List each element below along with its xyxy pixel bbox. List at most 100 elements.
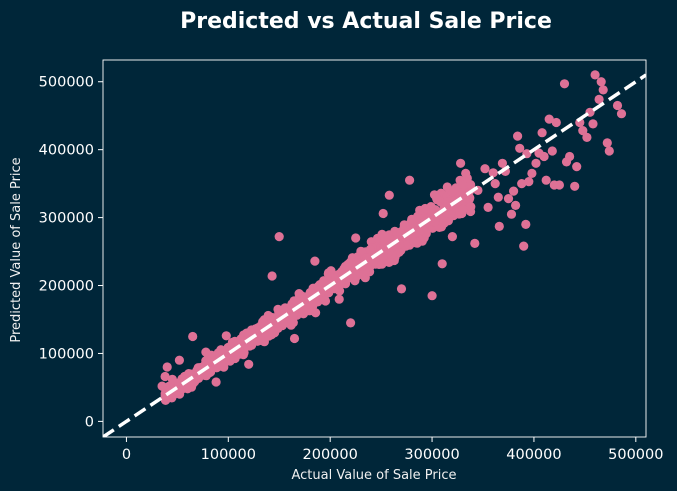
data-point [384,190,394,200]
data-point [365,244,375,255]
data-point [513,131,523,141]
reference-line [103,73,646,437]
data-point [490,179,500,189]
data-point [324,288,334,298]
data-point [531,158,541,168]
x-tick-label: 500000 [608,447,663,463]
y-tick-label: 100000 [39,346,94,362]
data-point [527,168,537,178]
data-point [346,318,356,328]
data-point [582,132,592,142]
data-point [494,221,504,231]
data-point [409,237,419,247]
y-tick-label: 200000 [39,279,94,295]
data-point [289,333,300,344]
data-point [407,214,417,224]
data-point [183,384,193,394]
data-point [515,143,525,153]
data-point [318,295,328,305]
data-point [544,114,554,124]
data-point [167,374,177,384]
data-point [162,362,172,372]
data-point [264,331,274,341]
data-point [174,355,184,365]
data-point [517,179,527,189]
data-point [368,256,379,267]
data-point [351,233,361,243]
data-point [243,328,253,338]
data-point [551,117,561,128]
data-point [184,369,194,379]
plot-area [103,70,646,437]
data-point [157,381,167,391]
x-tick-label: 300000 [404,447,459,463]
data-point [554,180,565,190]
chart-title: Predicted vs Actual Sale Price [180,9,552,34]
x-tick-label: 0 [122,447,131,463]
data-point [432,195,442,205]
data-point [203,357,214,367]
data-point [506,209,517,219]
data-point [458,188,468,198]
data-point [480,164,490,174]
data-point [326,266,336,276]
data-point [547,146,557,156]
data-point [537,128,547,138]
data-point [437,259,447,269]
data-point [590,70,600,80]
data-point [278,318,288,329]
data-point [598,85,608,95]
data-point [430,214,440,224]
data-point [301,293,311,303]
data-point [470,238,480,248]
x-tick-label: 400000 [506,447,561,463]
x-axis-label: Actual Value of Sale Price [291,468,456,483]
data-point [508,186,519,196]
data-point [565,151,575,162]
data-point [384,257,394,267]
x-tick-label: 100000 [201,447,256,463]
data-point [244,359,254,369]
y-tick-label: 300000 [39,211,94,227]
data-point [201,347,211,357]
y-tick-label: 0 [85,414,94,430]
data-point [521,219,531,229]
x-tick-label: 200000 [303,447,358,463]
data-point [596,77,606,87]
data-point [356,246,366,256]
data-point [301,300,311,310]
data-point [594,94,604,104]
data-point [572,162,582,172]
data-point [447,232,457,242]
data-point [160,371,170,382]
data-point [519,241,529,251]
data-point [497,158,507,168]
data-point [221,331,231,341]
data-point [466,202,476,212]
data-point [298,309,309,319]
data-point [456,158,466,168]
data-point [488,168,498,178]
data-point [458,181,468,191]
data-point [612,100,623,111]
data-point [310,256,320,266]
data-point [420,203,430,214]
data-point [274,232,284,242]
data-point [188,331,198,342]
data-point [442,182,452,192]
data-point [334,294,344,304]
data-point [616,109,627,119]
data-point [427,291,437,301]
data-point [378,208,388,219]
data-point [483,202,493,212]
y-tick-label: 500000 [39,75,94,91]
data-point [405,175,415,185]
data-point [524,177,534,187]
data-point [510,200,521,210]
data-point [539,151,549,162]
data-point [578,126,588,136]
y-axis-label: Predicted Value of Sale Price [9,157,24,342]
data-point [396,284,407,294]
y-tick-label: 400000 [39,143,94,159]
